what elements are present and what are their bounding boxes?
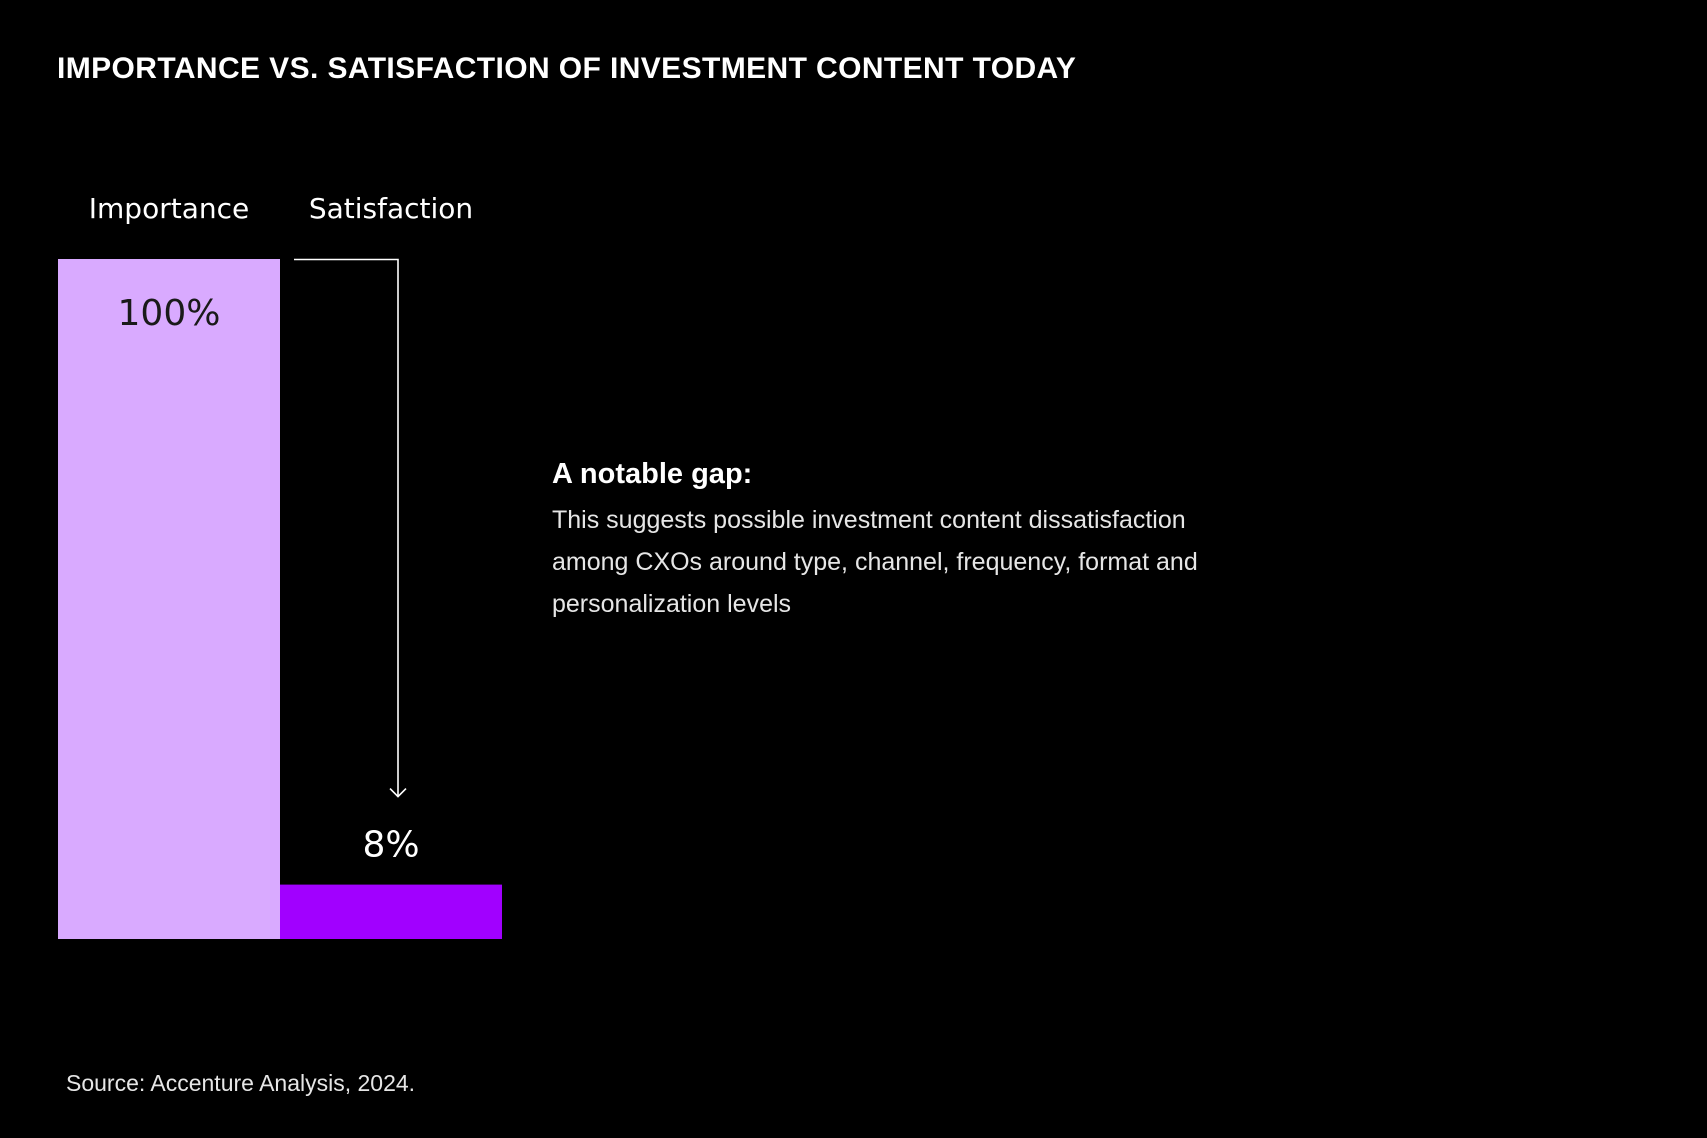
- category-label-importance: Importance: [89, 192, 249, 225]
- note-line: among CXOs around type, channel, frequen…: [552, 548, 1198, 576]
- note-body: This suggests possible investment conten…: [552, 499, 1332, 625]
- note-line: This suggests possible investment conten…: [552, 506, 1186, 534]
- chart-title: IMPORTANCE VS. SATISFACTION OF INVESTMEN…: [57, 52, 1077, 85]
- gap-arrow-head: [389, 788, 407, 798]
- source-note: Source: Accenture Analysis, 2024.: [66, 1070, 416, 1096]
- importance-bar: [58, 259, 280, 939]
- satisfaction-bar: [280, 884, 502, 939]
- gap-arrow-line: [294, 258, 399, 797]
- category-label-satisfaction: Satisfaction: [309, 192, 473, 225]
- note-heading: A notable gap:: [552, 458, 753, 490]
- value-label-satisfaction: 8%: [362, 825, 419, 866]
- annotation-note: A notable gap: This suggests possible in…: [552, 458, 1332, 625]
- value-label-importance: 100%: [118, 293, 221, 334]
- note-line: personalization levels: [552, 590, 792, 618]
